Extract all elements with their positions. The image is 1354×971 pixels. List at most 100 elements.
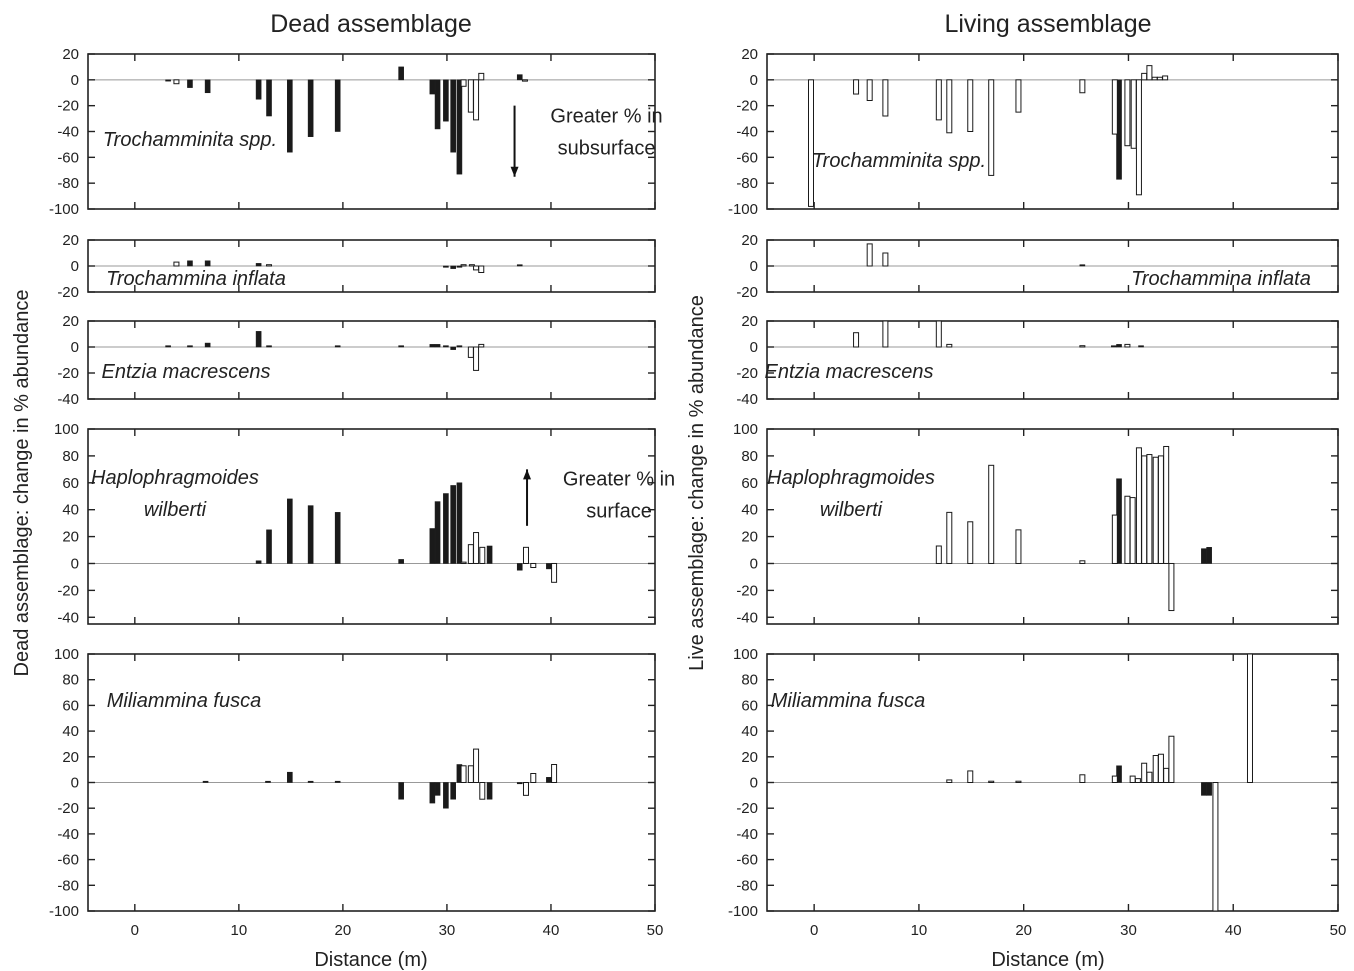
- panel-dead-3: 100 80 60 40 20 0 -20 -40 Haplophragmoides wilber…: [54, 421, 675, 626]
- panel-dead-0: 20 0 -20 -40 -60 -80 -100 Trochamminita spp. Gre…: [49, 46, 663, 218]
- annotation-text: subsurface: [558, 138, 656, 160]
- dead-y-axis-title: Dead assemblage: change in % abundance: [11, 290, 33, 677]
- bar-white: [478, 72, 485, 81]
- bar-black: [1206, 547, 1212, 564]
- y-tick-label: 20: [62, 749, 79, 766]
- bar-black: [204, 79, 211, 94]
- y-tick-label: -80: [57, 175, 79, 192]
- bar-black: [429, 782, 436, 804]
- bar-white: [1152, 456, 1159, 564]
- y-tick-label: -20: [736, 284, 758, 301]
- bar-white: [468, 264, 475, 267]
- bar-white: [473, 748, 480, 784]
- bar-black: [443, 493, 449, 564]
- y-tick-label: -40: [736, 391, 758, 408]
- bar-black: [398, 782, 404, 800]
- panel-dead-1: 20 0 -20 Trochammina inflata: [57, 232, 656, 301]
- y-tick-label: -20: [57, 582, 79, 599]
- bar-black: [450, 79, 456, 153]
- bar-white: [1134, 778, 1141, 784]
- panel-frame: [766, 428, 1339, 625]
- bar-white: [522, 782, 529, 796]
- bar-black: [265, 780, 271, 783]
- bar-white: [1124, 79, 1131, 147]
- y-tick-label: 20: [741, 232, 758, 249]
- bar-white: [530, 773, 537, 783]
- bar-white: [473, 79, 480, 121]
- bar-white: [467, 79, 474, 113]
- bar-white: [1129, 497, 1136, 564]
- bar-black: [165, 79, 171, 82]
- y-tick-label: 20: [62, 529, 79, 546]
- bar-white: [479, 782, 486, 800]
- bar-white: [1135, 447, 1142, 564]
- bar-white: [460, 264, 467, 267]
- bar-black: [1201, 782, 1207, 796]
- bar-white: [1157, 753, 1164, 783]
- panel-live-0: 20 0 -20 -40 -60 -80 -100 Trochamminita spp.: [728, 46, 1339, 218]
- bar-black: [266, 345, 272, 348]
- y-tick-label: -40: [736, 609, 758, 626]
- bar-white: [1111, 514, 1118, 564]
- bar-white: [478, 343, 485, 348]
- bar-white: [1163, 767, 1170, 783]
- panel-live-1: 20 0 -20 Trochammina inflata: [736, 232, 1339, 301]
- bar-black: [443, 345, 449, 348]
- y-tick-label: -80: [736, 175, 758, 192]
- taxon-label: Haplophragmoides: [767, 467, 935, 489]
- bar-white: [967, 79, 974, 132]
- bar-white: [1152, 755, 1159, 784]
- bar-white: [460, 765, 467, 783]
- y-tick-label: 80: [62, 448, 79, 465]
- panel-live-4: 100 80 60 40 20 0 -20 -40 -60 -80 -100 0 10 20 30 40 50 M…: [728, 646, 1346, 939]
- bar-white: [1141, 762, 1148, 783]
- bar-black: [516, 74, 523, 81]
- bar-black: [429, 528, 436, 564]
- bar-white: [1141, 455, 1148, 564]
- bar-black: [187, 260, 193, 267]
- annotation-text: surface: [586, 500, 652, 522]
- taxon-label: wilberti: [144, 499, 207, 521]
- bar-white: [853, 332, 860, 348]
- bar-white: [946, 779, 953, 783]
- x-tick-label: 40: [543, 922, 560, 939]
- y-tick-label: 40: [741, 502, 758, 519]
- y-tick-label: -80: [736, 877, 758, 894]
- y-tick-label: 100: [54, 646, 79, 663]
- bar-black: [307, 780, 314, 783]
- bar-black: [456, 79, 463, 175]
- bar-white: [173, 261, 180, 267]
- bar-black: [266, 529, 272, 564]
- bar-white: [478, 265, 485, 273]
- bar-white: [882, 252, 889, 267]
- y-tick-label: -20: [736, 98, 758, 115]
- y-tick-label: 0: [71, 775, 79, 792]
- y-tick-label: -40: [736, 826, 758, 843]
- x-tick-label: 50: [1330, 922, 1347, 939]
- bar-black: [450, 346, 456, 350]
- bar-black: [287, 771, 293, 783]
- bar-white: [1146, 65, 1153, 81]
- bar-white: [522, 546, 529, 564]
- bar-black: [334, 345, 341, 348]
- taxon-label: Haplophragmoides: [91, 467, 259, 489]
- x-tick-label: 20: [335, 922, 352, 939]
- y-tick-label: 20: [62, 313, 79, 330]
- bar-white: [521, 79, 528, 82]
- bar-black: [266, 79, 272, 117]
- y-tick-label: 0: [750, 775, 758, 792]
- x-tick-label: 40: [1225, 922, 1242, 939]
- taxon-label: wilberti: [820, 499, 883, 521]
- x-tick-label: 0: [810, 922, 818, 939]
- bar-white: [473, 265, 480, 271]
- y-tick-label: -20: [736, 365, 758, 382]
- bar-white: [866, 243, 873, 267]
- bar-black: [287, 79, 293, 153]
- y-tick-label: 0: [71, 258, 79, 275]
- bar-white: [1129, 775, 1136, 784]
- y-tick-label: -20: [736, 800, 758, 817]
- bar-black: [1138, 345, 1144, 348]
- annotation-arrow-head: [510, 166, 519, 177]
- bar-white: [1141, 72, 1148, 81]
